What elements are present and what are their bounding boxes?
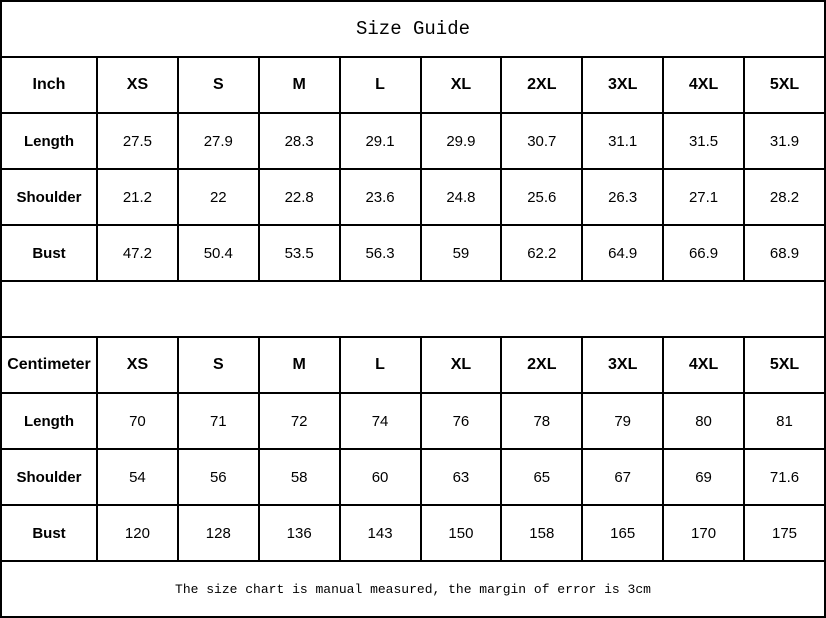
row-label-cell: Bust xyxy=(0,504,98,562)
table-spacer xyxy=(0,280,826,338)
size-value-cell: 165 xyxy=(581,504,665,562)
size-header-cell: XL xyxy=(419,56,503,114)
size-value-cell: 27.1 xyxy=(662,168,745,226)
size-header-cell: 2XL xyxy=(500,56,584,114)
size-value-cell: 27.9 xyxy=(176,112,260,170)
cm-bust-row: Bust 120 128 136 143 150 158 165 170 175 xyxy=(0,504,826,562)
size-header-cell: 4XL xyxy=(662,336,745,394)
size-value-cell: 72 xyxy=(257,392,341,450)
spacer-row xyxy=(0,280,826,338)
size-value-cell: 28.3 xyxy=(257,112,341,170)
row-label-cell: Shoulder xyxy=(0,168,98,226)
size-value-cell: 25.6 xyxy=(500,168,584,226)
size-value-cell: 22 xyxy=(176,168,260,226)
size-header-cell: 2XL xyxy=(500,336,584,394)
size-value-cell: 68.9 xyxy=(743,224,826,282)
size-value-cell: 59 xyxy=(419,224,503,282)
size-value-cell: 50.4 xyxy=(176,224,260,282)
size-value-cell: 27.5 xyxy=(96,112,179,170)
size-value-cell: 63 xyxy=(419,448,503,506)
size-header-cell: 5XL xyxy=(743,56,826,114)
footer-note: The size chart is manual measured, the m… xyxy=(0,560,826,618)
title-row: Size Guide xyxy=(0,0,826,58)
size-value-cell: 30.7 xyxy=(500,112,584,170)
size-header-cell: XS xyxy=(96,56,179,114)
size-header-cell: 3XL xyxy=(581,56,665,114)
size-value-cell: 21.2 xyxy=(96,168,179,226)
size-header-cell: 3XL xyxy=(581,336,665,394)
size-value-cell: 69 xyxy=(662,448,745,506)
size-value-cell: 29.9 xyxy=(419,112,503,170)
size-header-cell: XL xyxy=(419,336,503,394)
size-value-cell: 62.2 xyxy=(500,224,584,282)
size-value-cell: 79 xyxy=(581,392,665,450)
size-value-cell: 74 xyxy=(338,392,422,450)
size-value-cell: 128 xyxy=(176,504,260,562)
size-value-cell: 56.3 xyxy=(338,224,422,282)
size-header-cell: M xyxy=(257,336,341,394)
size-value-cell: 81 xyxy=(743,392,826,450)
unit-header-cell: Centimeter xyxy=(0,336,98,394)
footer-row: The size chart is manual measured, the m… xyxy=(0,560,826,618)
size-value-cell: 136 xyxy=(257,504,341,562)
size-value-cell: 170 xyxy=(662,504,745,562)
size-value-cell: 53.5 xyxy=(257,224,341,282)
size-value-cell: 29.1 xyxy=(338,112,422,170)
size-value-cell: 28.2 xyxy=(743,168,826,226)
row-label-cell: Bust xyxy=(0,224,98,282)
size-header-cell: M xyxy=(257,56,341,114)
size-header-cell: S xyxy=(176,336,260,394)
size-value-cell: 175 xyxy=(743,504,826,562)
row-label-cell: Shoulder xyxy=(0,448,98,506)
size-value-cell: 158 xyxy=(500,504,584,562)
inch-header-row: Inch XS S M L XL 2XL 3XL 4XL 5XL xyxy=(0,56,826,114)
unit-header-cell: Inch xyxy=(0,56,98,114)
size-value-cell: 26.3 xyxy=(581,168,665,226)
cm-header-row: Centimeter XS S M L XL 2XL 3XL 4XL 5XL xyxy=(0,336,826,394)
size-header-cell: L xyxy=(338,336,422,394)
size-value-cell: 65 xyxy=(500,448,584,506)
size-value-cell: 23.6 xyxy=(338,168,422,226)
cm-length-row: Length 70 71 72 74 76 78 79 80 81 xyxy=(0,392,826,450)
size-value-cell: 76 xyxy=(419,392,503,450)
size-header-cell: L xyxy=(338,56,422,114)
size-value-cell: 64.9 xyxy=(581,224,665,282)
size-value-cell: 67 xyxy=(581,448,665,506)
size-value-cell: 70 xyxy=(96,392,179,450)
size-header-cell: XS xyxy=(96,336,179,394)
row-label-cell: Length xyxy=(0,112,98,170)
inch-shoulder-row: Shoulder 21.2 22 22.8 23.6 24.8 25.6 26.… xyxy=(0,168,826,226)
size-header-cell: 5XL xyxy=(743,336,826,394)
size-value-cell: 66.9 xyxy=(662,224,745,282)
size-value-cell: 143 xyxy=(338,504,422,562)
size-value-cell: 60 xyxy=(338,448,422,506)
page-title: Size Guide xyxy=(0,0,826,58)
size-value-cell: 56 xyxy=(176,448,260,506)
inch-bust-row: Bust 47.2 50.4 53.5 56.3 59 62.2 64.9 66… xyxy=(0,224,826,282)
size-value-cell: 31.9 xyxy=(743,112,826,170)
size-value-cell: 71 xyxy=(176,392,260,450)
size-header-cell: 4XL xyxy=(662,56,745,114)
size-value-cell: 71.6 xyxy=(743,448,826,506)
size-value-cell: 58 xyxy=(257,448,341,506)
row-label-cell: Length xyxy=(0,392,98,450)
size-value-cell: 31.1 xyxy=(581,112,665,170)
size-value-cell: 78 xyxy=(500,392,584,450)
size-value-cell: 31.5 xyxy=(662,112,745,170)
size-value-cell: 54 xyxy=(96,448,179,506)
size-value-cell: 47.2 xyxy=(96,224,179,282)
size-value-cell: 120 xyxy=(96,504,179,562)
size-value-cell: 24.8 xyxy=(419,168,503,226)
size-value-cell: 150 xyxy=(419,504,503,562)
inch-length-row: Length 27.5 27.9 28.3 29.1 29.9 30.7 31.… xyxy=(0,112,826,170)
cm-shoulder-row: Shoulder 54 56 58 60 63 65 67 69 71.6 xyxy=(0,448,826,506)
size-value-cell: 80 xyxy=(662,392,745,450)
size-value-cell: 22.8 xyxy=(257,168,341,226)
size-header-cell: S xyxy=(176,56,260,114)
